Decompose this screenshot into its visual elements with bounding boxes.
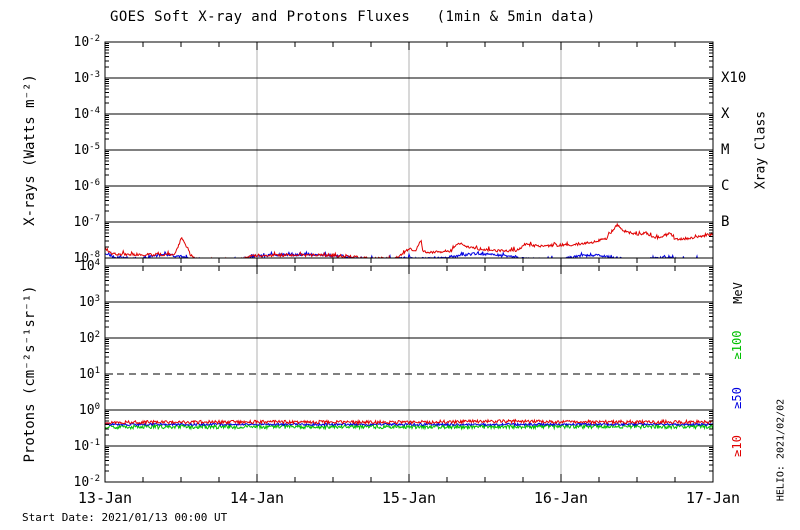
y-tick-base: 10 [78,331,95,347]
x-tick-label: 17-Jan [685,489,741,507]
xray-class-label-c: C [721,178,730,194]
y-tick-exponent: 0 [94,401,100,412]
helio-watermark: HELIO: 2021/02/02 [775,398,787,502]
y-tick-exponent: 4 [94,257,100,268]
x-tick-label: 15-Jan [381,489,437,507]
y-tick-exponent: -8 [89,249,100,260]
y-tick-base: 10 [73,215,90,231]
y-tick-base: 10 [73,475,90,491]
y-tick-base: 10 [73,179,90,195]
y-tick-exponent: -4 [89,105,100,116]
y-tick-exponent: -2 [89,33,100,44]
y-tick-exponent: -7 [89,213,100,224]
y-tick-base: 10 [78,259,95,275]
chart-title: GOES Soft X-ray and Protons Fluxes (1min… [110,9,596,25]
proton-flux-panel [105,418,713,431]
y-tick-base: 10 [78,295,95,311]
xray-class-label-x: X [721,106,730,122]
y-tick-label: 102 [78,329,100,347]
y-tick-label: 10-2 [73,33,101,51]
y-tick-base: 10 [73,439,90,455]
y-tick-label: 103 [78,293,100,311]
y-tick-label: 10-4 [73,105,101,123]
y-tick-label: 104 [78,257,100,275]
protons-ge10MeV [105,418,713,426]
x-tick-label: 16-Jan [533,489,589,507]
xray-class-label-b: B [721,214,730,230]
y-tick-base: 10 [73,251,90,267]
xray-class-label-x10: X10 [721,70,747,86]
y-tick-label: 10-3 [73,69,101,87]
start-date-label: Start Date: 2021/01/13 00:00 UT [22,511,228,524]
y-tick-label: 10-2 [73,473,101,491]
y-tick-label: 101 [78,365,100,383]
y-tick-base: 10 [78,403,95,419]
y-tick-label: 10-5 [73,141,101,159]
proton-threshold-label: ≥50 [730,387,744,409]
y-tick-label: 100 [78,401,100,419]
xray-series-red [105,222,713,258]
y-tick-exponent: -1 [89,437,100,448]
y-tick-exponent: -5 [89,141,100,152]
y-tick-exponent: 1 [94,365,100,376]
y-tick-exponent: -3 [89,69,100,80]
y-tick-label: 10-7 [73,213,101,231]
y-tick-base: 10 [73,35,90,51]
y-tick-exponent: -6 [89,177,100,188]
y-tick-exponent: -2 [89,473,100,484]
proton-y-axis-label: Protons (cm⁻²s⁻¹sr⁻¹) [22,285,38,463]
xray-series-blue [105,250,712,258]
y-tick-base: 10 [73,107,90,123]
y-tick-label: 10-8 [73,249,101,267]
mev-axis-title: MeV [731,282,745,304]
xray-y-axis-label: X-rays (Watts m⁻²) [22,74,38,226]
x-tick-label: 14-Jan [229,489,285,507]
xray-class-label-m: M [721,142,730,158]
y-tick-base: 10 [73,143,90,159]
y-tick-label: 10-1 [73,437,101,455]
y-tick-exponent: 2 [94,329,100,340]
y-tick-base: 10 [78,367,95,383]
x-tick-label: 13-Jan [77,489,133,507]
y-tick-label: 10-6 [73,177,101,195]
proton-threshold-label: ≥10 [730,435,744,457]
xray-class-axis-title: Xray Class [753,110,769,190]
y-tick-exponent: 3 [94,293,100,304]
xray-flux-panel [105,222,713,258]
proton-threshold-label: ≥100 [730,330,744,360]
y-tick-base: 10 [73,71,90,87]
